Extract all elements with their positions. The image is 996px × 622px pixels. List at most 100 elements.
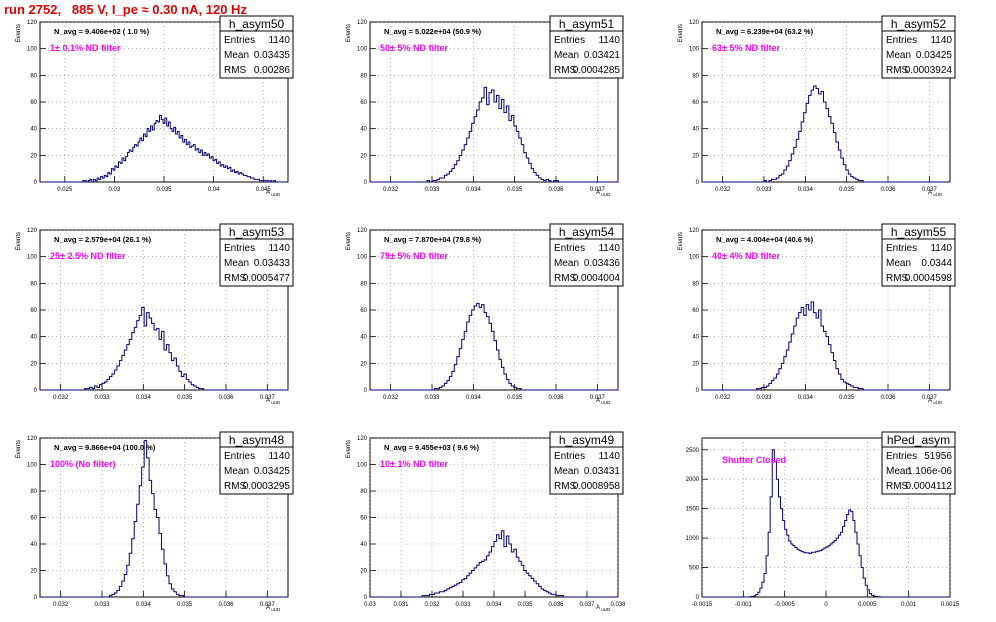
x-tick-label: 0.037 — [260, 395, 276, 401]
panel-hPed_asym: -0.0015 -0.001 -0.0005 0 0.0005 0.001 0.0015 0 5… — [686, 431, 960, 608]
stat-value-mean: 1.106e-06 — [907, 466, 952, 477]
stat-label-rms: RMS — [886, 65, 909, 76]
histogram-name: h_asym53 — [229, 225, 285, 239]
x-tick-label: 0.037 — [922, 187, 938, 193]
stat-label-entries: Entries — [886, 243, 917, 254]
stat-label-entries: Entries — [886, 35, 917, 46]
x-tick-label: 0.034 — [466, 395, 482, 401]
y-tick-label: 100 — [27, 463, 38, 469]
y-tick-label: 20 — [360, 361, 367, 367]
y-tick-label: 20 — [692, 361, 699, 367]
stat-value-mean: 0.03431 — [584, 466, 621, 477]
stat-value-rms: 0.0003924 — [905, 65, 953, 76]
y-tick-label: 40 — [30, 335, 37, 341]
y-tick-label: 120 — [689, 228, 700, 234]
x-tick-label: 0.035 — [839, 395, 855, 401]
stat-label-mean: Mean — [224, 50, 249, 61]
x-tick-label: 0.033 — [756, 187, 772, 193]
x-tick-label: 0.036 — [880, 187, 896, 193]
x-axis-label: A uUD — [596, 605, 611, 612]
x-tick-label: 0.035 — [177, 395, 193, 401]
stat-value-entries: 1140 — [598, 451, 620, 462]
filter-annotation: 79± 5% ND filter — [380, 251, 448, 261]
y-tick-label: 80 — [692, 73, 699, 79]
y-tick-label: 0 — [696, 180, 700, 186]
stat-label-entries: Entries — [554, 451, 585, 462]
stat-label-entries: Entries — [224, 451, 255, 462]
x-tick-label: 0.045 — [256, 187, 272, 193]
stat-value-mean: 0.03425 — [916, 50, 953, 61]
x-tick-label: 0.032 — [53, 602, 69, 608]
x-axis-label: A uUD — [266, 190, 281, 197]
y-tick-label: 100 — [357, 463, 368, 469]
stat-label-mean: Mean — [554, 50, 579, 61]
stat-label-entries: Entries — [554, 243, 585, 254]
stats-box — [549, 238, 624, 287]
x-tick-label: 0.034 — [798, 187, 814, 193]
y-tick-label: 0 — [364, 180, 368, 186]
stats-box — [549, 30, 624, 79]
navg-label: N_avg = 9.406e+02 ( 1.0 %) — [54, 27, 150, 36]
histogram-name: h_asym50 — [229, 17, 285, 31]
y-tick-label: 500 — [689, 566, 700, 572]
y-tick-label: 20 — [30, 361, 37, 367]
y-axis-label: Events — [678, 232, 684, 250]
y-axis-label: Events — [16, 24, 22, 42]
y-tick-label: 1500 — [686, 507, 700, 513]
x-axis-label-main: A — [596, 398, 600, 404]
x-axis-label-main: A — [266, 605, 270, 611]
x-tick-label: -0.0015 — [692, 602, 713, 608]
y-tick-label: 40 — [30, 127, 37, 133]
y-tick-label: 20 — [30, 153, 37, 159]
x-axis-label: A uUD — [266, 605, 281, 612]
stat-value-rms: 0.0004112 — [905, 481, 952, 492]
histogram-line — [40, 306, 288, 391]
y-tick-label: 20 — [30, 569, 37, 575]
stat-label-mean: Mean — [886, 466, 911, 477]
y-tick-label: 2000 — [686, 477, 700, 483]
stat-value-entries: 51956 — [924, 451, 952, 462]
x-tick-label: 0.032 — [383, 187, 399, 193]
x-tick-label: 0.036 — [548, 602, 564, 608]
x-tick-label: 0.032 — [424, 602, 440, 608]
x-tick-label: 0.001 — [901, 602, 917, 608]
x-axis-label: A uUD — [596, 190, 611, 197]
y-tick-label: 0 — [364, 388, 368, 394]
y-tick-label: 40 — [692, 127, 699, 133]
x-axis-label-main: A — [266, 190, 270, 196]
navg-label: N_avg = 4.004e+04 (40.6 %) — [716, 235, 814, 244]
y-tick-label: 80 — [360, 489, 367, 495]
y-tick-label: 20 — [360, 153, 367, 159]
navg-label: N_avg = 2.579e+04 (26.1 %) — [54, 235, 152, 244]
stat-label-mean: Mean — [886, 258, 911, 269]
x-tick-label: -0.001 — [735, 602, 753, 608]
navg-label: N_avg = 9.866e+04 (100.0 %) — [54, 443, 156, 452]
stats-box — [549, 446, 624, 495]
histogram-line — [702, 301, 950, 391]
y-tick-label: 120 — [357, 20, 368, 26]
x-tick-label: 0.034 — [486, 602, 502, 608]
x-tick-label: 0.033 — [424, 395, 440, 401]
y-tick-label: 60 — [360, 100, 367, 106]
y-tick-label: 2500 — [686, 448, 700, 454]
x-axis-label-main: A — [928, 190, 932, 196]
panel-h_asym54: 0.032 0.033 0.034 0.035 0.036 0.037 0 20 40 60 80 1… — [346, 223, 624, 405]
filter-annotation: 63± 5% ND filter — [712, 43, 780, 53]
x-tick-label: 0.038 — [610, 602, 626, 608]
histogram-name: h_asym48 — [229, 433, 285, 447]
stat-value-mean: 0.03435 — [254, 50, 291, 61]
x-axis-label-main: A — [596, 190, 600, 196]
stat-label-entries: Entries — [554, 35, 585, 46]
panel-h_asym49: 0.03 0.031 0.032 0.033 0.034 0.035 0.036 0.037 0… — [346, 431, 626, 612]
x-axis-label-sub: uUD — [270, 607, 281, 612]
x-tick-label: 0.032 — [383, 395, 399, 401]
stat-label-rms: RMS — [886, 273, 909, 284]
stat-value-entries: 1140 — [930, 243, 952, 254]
y-axis-label: Events — [16, 440, 22, 458]
filter-annotation: 1± 0.1% ND filter — [50, 43, 121, 53]
x-tick-label: 0.037 — [579, 602, 595, 608]
stat-value-mean: 0.0344 — [921, 258, 952, 269]
y-tick-label: 20 — [360, 569, 367, 575]
stat-value-entries: 1140 — [268, 243, 290, 254]
y-tick-label: 60 — [360, 516, 367, 522]
